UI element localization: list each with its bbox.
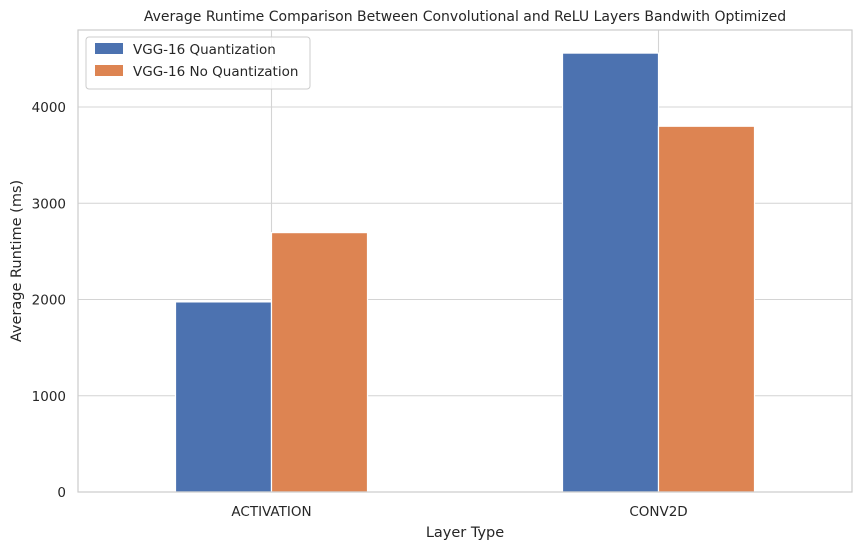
x-axis-label: Layer Type xyxy=(426,525,504,541)
bar-activation-quantization xyxy=(174,301,273,493)
y-axis-label: Average Runtime (ms) xyxy=(9,180,25,342)
legend-box xyxy=(85,36,311,90)
legend-swatch-no-quantization xyxy=(95,65,123,76)
legend-label-no-quantization: VGG-16 No Quantization xyxy=(133,64,298,80)
y-tick-label: 1000 xyxy=(32,389,66,405)
plot-frame xyxy=(77,29,853,493)
bar-conv2d-quantization xyxy=(561,52,660,493)
y-tick-label: 2000 xyxy=(32,293,66,309)
y-tick-label: 0 xyxy=(57,485,66,501)
bar-conv2d-no-quantization xyxy=(657,125,756,493)
legend-swatch-quantization xyxy=(95,43,123,54)
chart-title: Average Runtime Comparison Between Convo… xyxy=(144,9,786,25)
bar-activation-no-quantization xyxy=(270,232,369,493)
y-tick-label: 3000 xyxy=(32,196,66,212)
y-axis-ticks: 0 1000 2000 3000 4000 xyxy=(32,100,66,501)
x-tick-label: ACTIVATION xyxy=(231,504,311,520)
x-axis-ticks: ACTIVATION CONV2D xyxy=(231,504,687,520)
y-tick-label: 4000 xyxy=(32,100,66,116)
x-tick-label: CONV2D xyxy=(629,504,687,520)
legend: VGG-16 Quantization VGG-16 No Quantizati… xyxy=(85,36,311,90)
legend-label-quantization: VGG-16 Quantization xyxy=(133,42,276,58)
